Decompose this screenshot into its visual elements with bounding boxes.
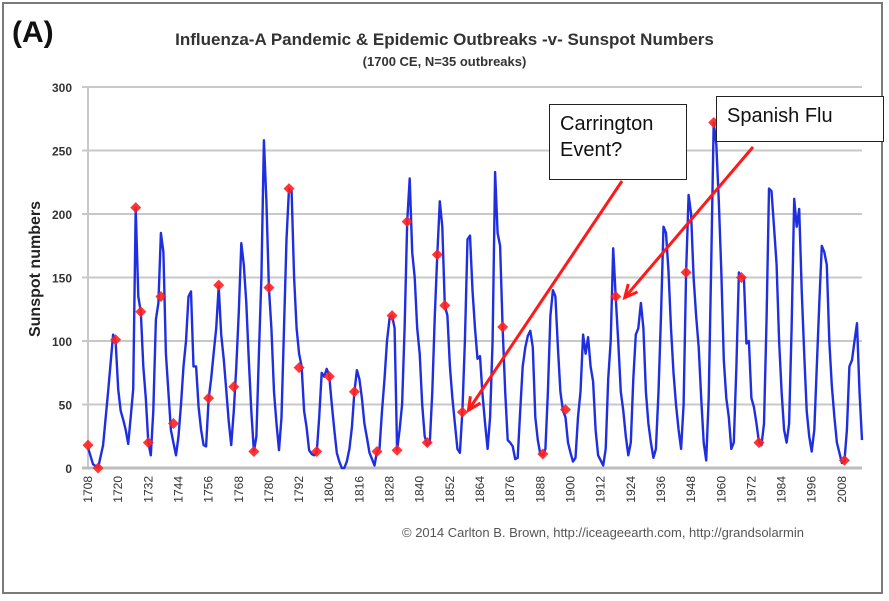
carrington-annotation-line2: Event?: [560, 139, 623, 161]
x-tick-1792: 1792: [292, 476, 306, 503]
x-tick-1768: 1768: [232, 476, 246, 503]
y-tick-0: 0: [65, 462, 72, 476]
x-tick-2008: 2008: [835, 476, 849, 503]
x-tick-1900: 1900: [563, 476, 577, 503]
x-tick-1756: 1756: [202, 476, 216, 503]
y-tick-250: 250: [52, 145, 72, 159]
x-tick-1804: 1804: [322, 476, 336, 503]
x-tick-1720: 1720: [111, 476, 125, 503]
outbreak-marker-1843: [421, 437, 433, 449]
x-tick-1708: 1708: [81, 476, 95, 503]
outbreak-marker-1732: [142, 437, 154, 449]
outbreak-marker-1857: [456, 406, 468, 418]
outbreak-marker-1727: [130, 202, 142, 214]
sunspot-line: [86, 121, 864, 470]
outbreak-marker-1737: [155, 291, 167, 303]
outbreak-marker-1804: [323, 371, 335, 383]
outbreak-marker-1814: [348, 386, 360, 398]
outbreak-marker-1774: [248, 445, 260, 457]
outbreak-marker-1729: [135, 306, 147, 318]
x-tick-1876: 1876: [503, 476, 517, 503]
x-tick-labels: 1708 1720 1732 1744 1756 1768 1780 1792 1804 1816…: [81, 476, 849, 503]
outbreak-marker-1847: [431, 249, 443, 261]
outbreak-marker-1831: [391, 444, 403, 456]
outbreak-markers: [82, 117, 850, 474]
x-tick-1936: 1936: [654, 476, 668, 503]
y-tick-50: 50: [59, 399, 73, 413]
y-tick-150: 150: [52, 272, 72, 286]
y-tick-labels: 0 50 100 150 200 250 300: [52, 81, 72, 476]
chart-title: Influenza-A Pandemic & Epidemic Outbreak…: [175, 30, 714, 49]
spanish-flu-arrow-head: [622, 283, 639, 301]
series-layer: [86, 121, 864, 470]
x-tick-1816: 1816: [352, 476, 366, 503]
x-tick-1924: 1924: [624, 476, 638, 503]
outbreak-marker-1918: [610, 291, 622, 303]
carrington-arrow: [467, 180, 624, 411]
y-tick-100: 100: [52, 335, 72, 349]
carrington-arrow-head: [466, 396, 482, 413]
outbreak-marker-1898: [559, 404, 571, 416]
x-tick-1960: 1960: [714, 476, 728, 503]
outbreak-marker-1873: [497, 321, 509, 333]
x-tick-1972: 1972: [744, 476, 758, 503]
x-tick-1996: 1996: [805, 476, 819, 503]
outbreak-marker-1756: [203, 392, 215, 404]
outbreak-marker-1823: [371, 445, 383, 457]
spanish-flu-arrow: [623, 146, 755, 299]
outbreak-marker-1975: [753, 437, 765, 449]
outbreak-marker-1946: [680, 266, 692, 278]
y-tick-300: 300: [52, 81, 72, 95]
x-tick-1828: 1828: [383, 476, 397, 503]
carrington-annotation-line1: Carrington: [560, 113, 654, 135]
x-tick-1732: 1732: [141, 476, 155, 503]
spanish-flu-annotation-text: Spanish Flu: [727, 105, 833, 127]
outbreak-marker-1788: [283, 183, 295, 195]
outbreak-marker-1780: [263, 282, 275, 294]
x-tick-1852: 1852: [443, 476, 457, 503]
x-tick-1840: 1840: [413, 476, 427, 503]
outbreak-marker-1719: [110, 334, 122, 346]
outbreak-marker-1850: [439, 299, 451, 311]
outbreak-marker-1968: [735, 272, 747, 283]
spanish-flu-annotation: Spanish Flu: [716, 96, 884, 142]
outbreak-marker-1708: [82, 439, 94, 451]
outbreak-marker-1742: [167, 418, 179, 430]
chart-subtitle: (1700 CE, N=35 outbreaks): [362, 54, 527, 69]
credit-text: © 2014 Carlton B. Brown, http://iceageea…: [402, 525, 804, 540]
outbreak-marker-1835: [401, 216, 413, 228]
panel-label: (A): [12, 16, 54, 49]
x-tick-1864: 1864: [473, 476, 487, 503]
outbreak-marker-1712: [92, 462, 104, 474]
x-tick-1888: 1888: [533, 476, 547, 503]
outbreak-marker-1799: [311, 445, 323, 457]
carrington-annotation: Carrington Event?: [549, 104, 687, 180]
x-tick-1744: 1744: [171, 476, 185, 503]
outbreak-marker-2009: [838, 454, 850, 466]
x-tick-1780: 1780: [262, 476, 276, 503]
outbreak-marker-1766: [228, 381, 240, 393]
outbreak-marker-1889: [537, 448, 549, 460]
outbreak-marker-1829: [386, 310, 398, 322]
outbreak-marker-1760: [213, 279, 225, 291]
y-tick-200: 200: [52, 208, 72, 222]
outbreak-marker-1792: [293, 362, 305, 374]
x-tick-1984: 1984: [775, 476, 789, 503]
x-tick-1912: 1912: [594, 476, 608, 503]
annotation-arrows: [466, 146, 755, 413]
x-tick-1948: 1948: [684, 476, 698, 503]
